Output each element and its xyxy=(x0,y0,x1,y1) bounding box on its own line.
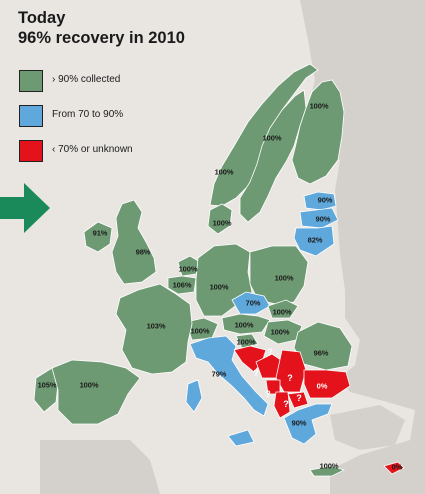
map-title: Today 96% recovery in 2010 xyxy=(18,8,185,48)
region-estonia xyxy=(303,191,337,211)
right-arrow-icon xyxy=(0,183,50,233)
legend-label-mid: From 70 to 90% xyxy=(52,109,124,120)
label-serbia: ? xyxy=(287,373,293,383)
region-ireland xyxy=(83,221,113,253)
non-eu-land-east xyxy=(330,405,405,450)
label-bulgaria: 0% xyxy=(316,381,328,391)
label-montenegro: ? xyxy=(265,389,271,399)
legend-label-low: ‹ 70% or unknown xyxy=(52,144,133,155)
label-netherlands: 100% xyxy=(178,264,198,274)
region-sardinia xyxy=(185,379,203,413)
label-albania: ? xyxy=(283,399,289,409)
region-poland xyxy=(249,245,309,305)
label-slovakia: 100% xyxy=(272,307,292,317)
label-spain: 100% xyxy=(79,380,99,390)
label-portugal: 105% xyxy=(37,380,57,390)
region-uk xyxy=(111,199,157,285)
region-belgium xyxy=(167,275,197,295)
label-switzerland: 100% xyxy=(190,326,210,336)
region-cyprus xyxy=(383,461,405,475)
legend-swatch-blue xyxy=(19,105,43,127)
label-romania: 96% xyxy=(313,348,329,358)
label-latvia: 90% xyxy=(315,214,331,224)
label-austria: 100% xyxy=(234,320,254,330)
label-crete: 100% xyxy=(319,461,339,471)
label-hungary: 100% xyxy=(270,327,290,337)
label-czech: 70% xyxy=(245,298,261,308)
region-italy xyxy=(189,335,269,417)
label-poland: 100% xyxy=(274,273,294,283)
region-france xyxy=(115,283,193,375)
label-belgium: 106% xyxy=(172,280,192,290)
legend-item-low: ‹ 70% or unknown xyxy=(19,140,209,162)
region-macedonia xyxy=(287,391,309,409)
label-denmark: 100% xyxy=(212,218,232,228)
region-slovakia xyxy=(267,299,299,319)
label-greece: 90% xyxy=(291,418,307,428)
label-cyprus: 0% xyxy=(391,462,403,472)
label-finland: 100% xyxy=(309,101,329,111)
non-eu-land-south xyxy=(40,440,160,494)
legend-item-mid: From 70 to 90% xyxy=(19,105,209,127)
label-lithuania: 82% xyxy=(307,235,323,245)
legend-swatch-green xyxy=(19,70,43,92)
label-italy: 79% xyxy=(211,369,227,379)
region-albania xyxy=(273,391,291,419)
label-germany: 100% xyxy=(209,282,229,292)
region-slovenia xyxy=(235,333,259,349)
region-bulgaria xyxy=(303,369,351,399)
region-latvia xyxy=(299,207,339,229)
legend-item-collected: › 90% collected xyxy=(19,70,209,92)
label-ireland: 91% xyxy=(92,228,108,238)
label-sweden: 100% xyxy=(262,133,282,143)
region-switzerland xyxy=(185,317,219,341)
region-denmark xyxy=(207,203,233,235)
label-slovenia: 100% xyxy=(236,337,256,347)
label-estonia: 90% xyxy=(317,195,333,205)
region-austria xyxy=(221,313,271,335)
label-croatia: ? xyxy=(267,347,273,357)
label-uk: 98% xyxy=(135,247,151,257)
region-finland xyxy=(291,79,345,185)
map-title-line1: Today xyxy=(18,9,66,27)
legend-label-collected: › 90% collected xyxy=(52,74,121,85)
map-title-line2: 96% recovery in 2010 xyxy=(18,29,185,47)
region-sicily xyxy=(227,429,255,447)
legend-swatch-red xyxy=(19,140,43,162)
region-serbia xyxy=(275,349,307,393)
label-bosnia: ? xyxy=(253,368,259,378)
region-spain xyxy=(51,359,141,425)
label-macedonia: ? xyxy=(296,393,302,403)
region-crete xyxy=(309,465,346,477)
label-france: 103% xyxy=(146,321,166,331)
region-lithuania xyxy=(293,225,335,257)
region-greece xyxy=(283,403,333,445)
label-norway-area: 100% xyxy=(214,167,234,177)
